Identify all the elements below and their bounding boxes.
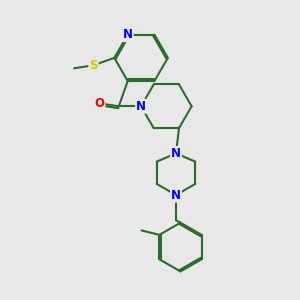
- Text: N: N: [171, 147, 181, 160]
- Text: N: N: [171, 188, 181, 202]
- Text: N: N: [136, 100, 146, 113]
- Text: S: S: [89, 59, 98, 72]
- Text: O: O: [94, 97, 104, 110]
- Text: N: N: [123, 28, 133, 41]
